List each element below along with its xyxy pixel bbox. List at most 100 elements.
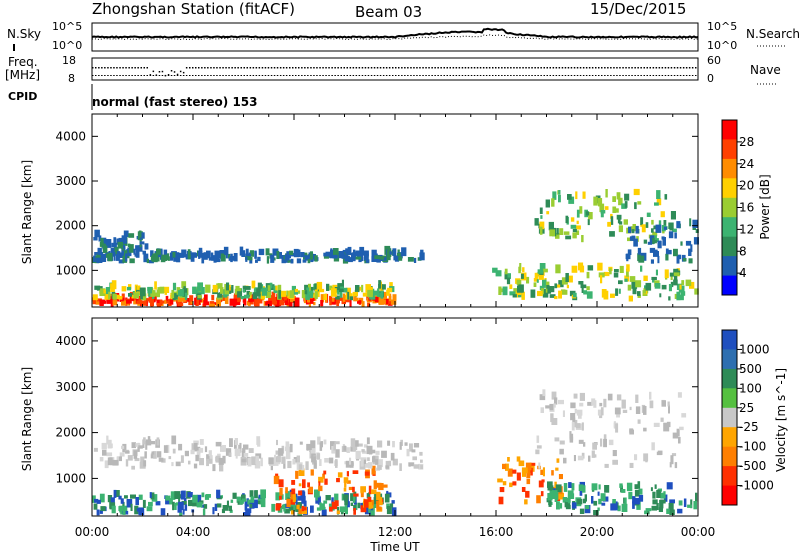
echo-cell bbox=[92, 495, 96, 503]
echo-cell bbox=[658, 220, 662, 228]
freq-point bbox=[328, 67, 330, 69]
echo-cell bbox=[165, 295, 169, 301]
echo-cell bbox=[578, 415, 582, 419]
echo-cell bbox=[334, 441, 340, 445]
freq-point bbox=[313, 67, 315, 69]
echo-cell bbox=[95, 257, 101, 263]
echo-cell bbox=[139, 241, 145, 245]
echo-cell bbox=[692, 219, 699, 228]
nave-point bbox=[449, 75, 451, 76]
echo-cell bbox=[303, 500, 307, 509]
echo-cell bbox=[176, 253, 181, 263]
echo-cell bbox=[411, 449, 416, 453]
freq-point bbox=[331, 67, 333, 69]
echo-cell bbox=[667, 401, 670, 407]
freq-point bbox=[522, 67, 524, 69]
echo-cell bbox=[548, 221, 554, 231]
echo-cell bbox=[177, 302, 184, 306]
freq-point bbox=[376, 67, 379, 69]
echo-cell bbox=[553, 403, 556, 408]
echo-cell bbox=[206, 454, 210, 461]
echo-cell bbox=[599, 203, 605, 213]
echo-cell bbox=[554, 481, 557, 490]
echo-cell bbox=[101, 442, 107, 450]
echo-cell bbox=[255, 259, 258, 263]
echo-cell bbox=[265, 291, 272, 298]
echo-cell bbox=[538, 273, 544, 280]
freq-point bbox=[292, 67, 294, 69]
echo-cell bbox=[224, 296, 229, 304]
echo-cell bbox=[214, 503, 218, 511]
nave-point bbox=[113, 75, 115, 76]
nsearch-tick-bottom: 10^0 bbox=[707, 39, 737, 52]
echo-cell bbox=[695, 492, 698, 502]
freq-point bbox=[470, 67, 473, 69]
echo-cell bbox=[143, 253, 148, 263]
freq-point bbox=[670, 67, 673, 69]
echo-cell bbox=[399, 442, 402, 450]
echo-cell bbox=[382, 291, 387, 301]
echo-cell bbox=[134, 505, 139, 515]
freq-point bbox=[467, 67, 470, 69]
echo-cell bbox=[397, 252, 401, 257]
echo-cell bbox=[362, 292, 368, 297]
colorbar-cell bbox=[722, 158, 737, 179]
freq-point bbox=[458, 67, 461, 69]
freq-point bbox=[358, 67, 361, 69]
echo-cell bbox=[591, 450, 595, 458]
echo-cell bbox=[604, 485, 610, 493]
echo-cell bbox=[171, 435, 177, 445]
echo-cell bbox=[502, 481, 507, 486]
echo-cell bbox=[225, 249, 228, 259]
nave-point bbox=[192, 75, 194, 76]
colorbar-tick-label: -500 bbox=[739, 459, 766, 473]
nsearch-label: N.Search bbox=[746, 27, 800, 41]
freq-point bbox=[507, 67, 509, 69]
echo-cell bbox=[572, 417, 576, 424]
y-tick-label: 1000 bbox=[55, 263, 86, 277]
echo-cell bbox=[200, 287, 205, 295]
echo-cell bbox=[376, 500, 380, 509]
echo-cell bbox=[678, 254, 682, 260]
echo-cell bbox=[632, 501, 635, 509]
echo-cell bbox=[664, 269, 669, 279]
echo-cell bbox=[526, 470, 531, 479]
echo-cell bbox=[304, 255, 310, 260]
echo-cell bbox=[629, 428, 634, 433]
freq-point bbox=[334, 67, 336, 69]
echo-cell bbox=[614, 269, 619, 273]
echo-cell bbox=[295, 470, 299, 479]
echo-cell bbox=[93, 503, 98, 510]
freq-point bbox=[325, 67, 327, 69]
echo-cell bbox=[355, 250, 361, 256]
echo-cell bbox=[330, 301, 336, 305]
freq-point bbox=[261, 67, 264, 69]
echo-cell bbox=[284, 254, 290, 261]
nave-point bbox=[146, 75, 148, 76]
echo-cell bbox=[195, 298, 200, 306]
echo-cell bbox=[298, 509, 302, 515]
freq-point bbox=[613, 67, 615, 69]
echo-cell bbox=[522, 267, 525, 272]
echo-cell bbox=[284, 446, 291, 452]
nave-point bbox=[522, 75, 524, 76]
echo-cell bbox=[668, 503, 674, 511]
nave-point bbox=[295, 75, 297, 76]
echo-cell bbox=[534, 218, 539, 226]
freq-point bbox=[549, 67, 551, 69]
echo-cell bbox=[335, 449, 340, 458]
freq-point bbox=[634, 67, 636, 69]
echo-cell bbox=[249, 299, 254, 305]
echo-cell bbox=[343, 445, 347, 451]
echo-cell bbox=[669, 462, 672, 468]
freq-point bbox=[401, 67, 403, 69]
echo-cell bbox=[329, 506, 333, 512]
echo-cell bbox=[635, 225, 639, 234]
echo-cell bbox=[637, 291, 641, 296]
nave-point bbox=[464, 75, 467, 76]
echo-cell bbox=[163, 286, 170, 293]
echo-cell bbox=[318, 485, 323, 492]
echo-cell bbox=[555, 284, 561, 288]
echo-cell bbox=[298, 490, 303, 496]
